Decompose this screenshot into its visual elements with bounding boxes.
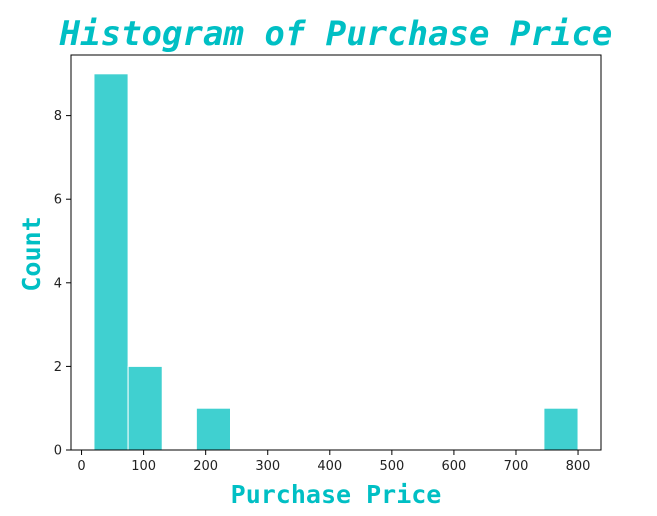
y-tick-label: 0 [54, 444, 62, 459]
x-tick-label: 300 [255, 459, 280, 474]
y-tick-label: 8 [54, 109, 62, 124]
plot-frame [70, 54, 602, 451]
x-tick-label: 400 [317, 459, 342, 474]
x-axis-ticks: 0 100 200 300 400 500 600 700 800 [77, 450, 590, 474]
x-tick-label: 700 [504, 459, 529, 474]
x-tick-label: 500 [379, 459, 404, 474]
x-tick-label: 200 [193, 459, 218, 474]
histogram-bar-13 [543, 407, 579, 451]
y-axis-ticks: 0 2 4 6 8 [54, 109, 71, 459]
x-tick-label: 800 [566, 459, 591, 474]
x-axis-label: Purchase Price [231, 480, 442, 509]
y-axis-label: Count [17, 216, 46, 291]
histogram-bar-0 [93, 73, 129, 451]
y-tick-label: 2 [54, 360, 62, 375]
y-tick-label: 4 [54, 276, 62, 291]
y-tick-label: 6 [54, 193, 62, 208]
bars-group [93, 73, 579, 451]
x-tick-label: 0 [77, 459, 85, 474]
histogram-bar-1 [127, 365, 163, 451]
histogram-bar-3 [195, 407, 231, 451]
x-tick-label: 100 [131, 459, 156, 474]
x-tick-label: 600 [442, 459, 467, 474]
chart-title: Histogram of Purchase Price [59, 14, 613, 54]
